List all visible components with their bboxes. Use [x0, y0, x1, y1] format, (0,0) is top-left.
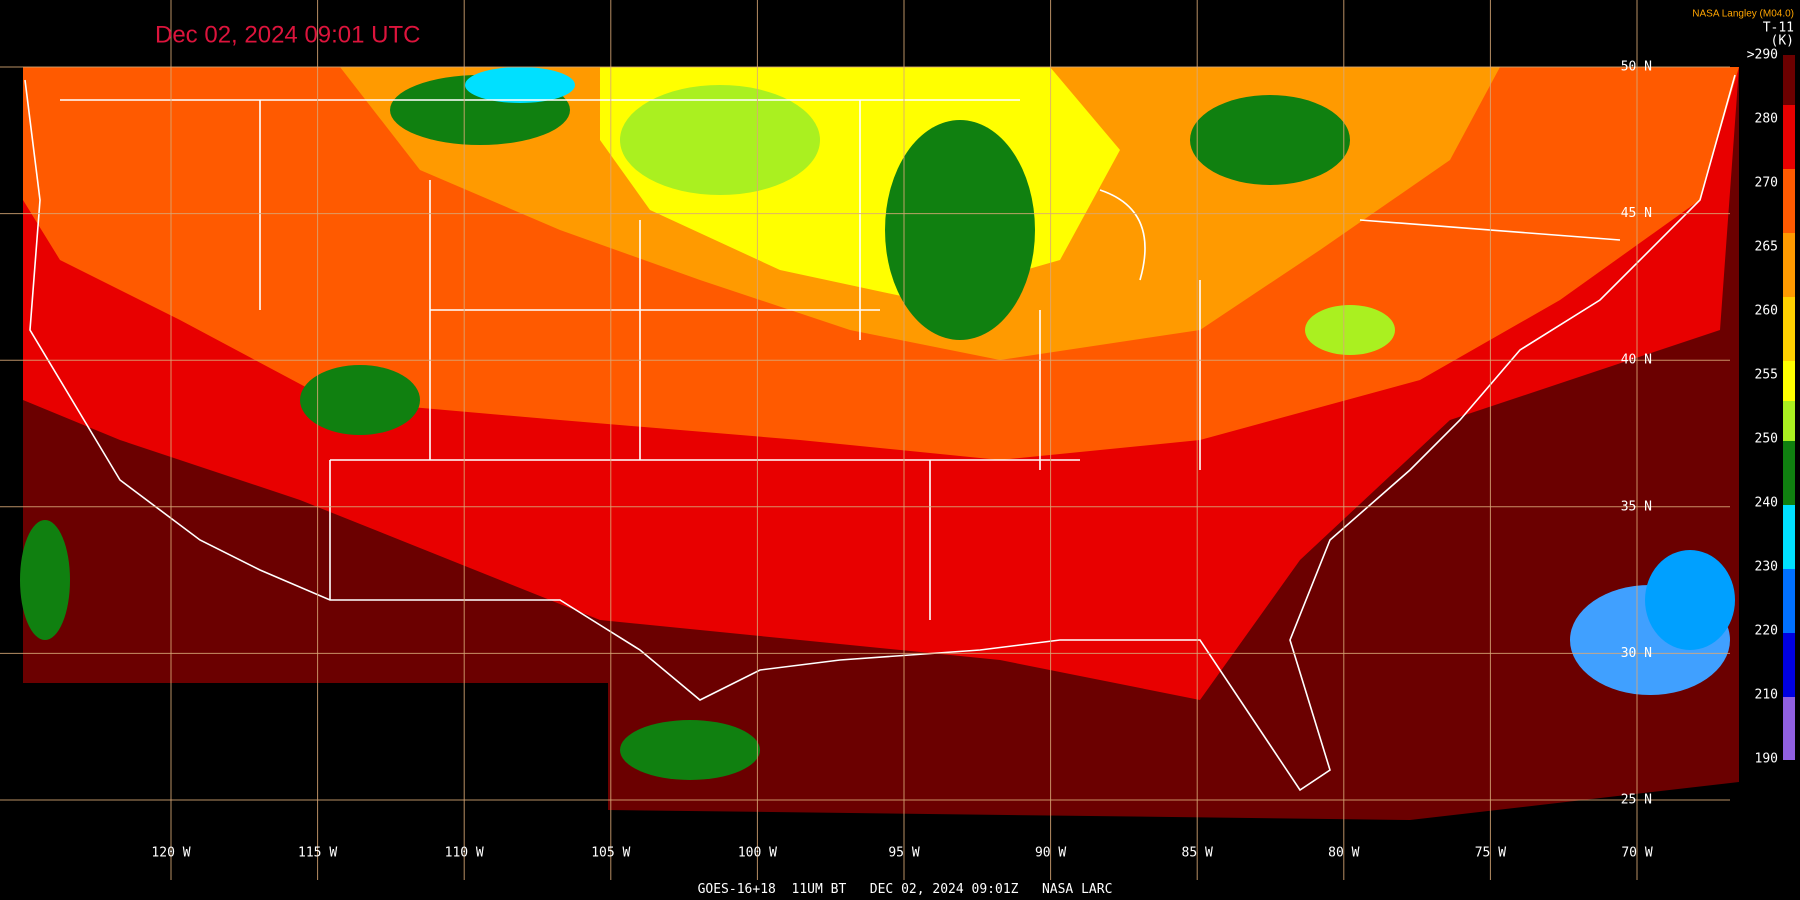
longitude-label: 80 W: [1328, 846, 1359, 861]
latitude-label: 40 N: [1621, 353, 1652, 368]
colorbar-segment: [1783, 633, 1795, 697]
map-title: Dec 02, 2024 09:01 UTC: [155, 21, 421, 48]
imagery: [20, 67, 1739, 820]
coastline: [24, 74, 1736, 792]
imagery-blob: [885, 120, 1035, 340]
latitude-label: 35 N: [1621, 499, 1652, 514]
imagery-blob: [1190, 95, 1350, 185]
colorbar-label: 265: [1755, 240, 1778, 255]
colorbar-label: 210: [1755, 688, 1778, 703]
longitude-label: 70 W: [1621, 846, 1652, 861]
longitude-label: 100 W: [738, 846, 777, 861]
latitude-label: 25 N: [1621, 793, 1652, 808]
footer: GOES-16+18 11UM BT DEC 02, 2024 09:01Z N…: [698, 882, 1113, 897]
colorbar: >290 280 270 265 260 255 250 240 230 220 210 190: [1747, 48, 1795, 767]
colorbar-label: 250: [1755, 432, 1778, 447]
colorbar-label: 230: [1755, 560, 1778, 575]
latitude-label: 45 N: [1621, 206, 1652, 221]
colorbar-segment: [1783, 55, 1795, 105]
colorbar-segment: [1783, 233, 1795, 297]
colorbar-label: 270: [1755, 176, 1778, 191]
colorbar-label: 220: [1755, 624, 1778, 639]
imagery-blob: [620, 85, 820, 195]
longitude-label: 85 W: [1182, 846, 1213, 861]
longitude-label: 105 W: [591, 846, 630, 861]
colorbar-label: >290: [1747, 48, 1778, 63]
longitude-label: 115 W: [298, 846, 337, 861]
colorbar-unit: (K): [1771, 34, 1794, 49]
imagery-blob: [1645, 550, 1735, 650]
colorbar-segment: [1783, 105, 1795, 169]
colorbar-segment: [1783, 697, 1795, 760]
imagery-blob: [465, 67, 575, 103]
imagery-blob: [300, 365, 420, 435]
longitude-label: 110 W: [445, 846, 484, 861]
longitude-label: 75 W: [1475, 846, 1506, 861]
credit: NASA Langley (M04.0): [1692, 9, 1794, 20]
colorbar-label: 255: [1755, 368, 1778, 383]
latitude-label: 50 N: [1621, 60, 1652, 75]
colorbar-label: 240: [1755, 496, 1778, 511]
colorbar-segment: [1783, 505, 1795, 569]
colorbar-label: 260: [1755, 304, 1778, 319]
colorbar-segment: [1783, 169, 1795, 233]
colorbar-label: 280: [1755, 112, 1778, 127]
colorbar-segment: [1783, 401, 1795, 441]
colorbar-segment: [1783, 569, 1795, 633]
graticule: 120 W 115 W 110 W 105 W 100 W 95 W 90 W 85 W 80 …: [0, 0, 1730, 880]
longitude-label: 95 W: [888, 846, 919, 861]
imagery-blob: [20, 520, 70, 640]
imagery-blob: [1305, 305, 1395, 355]
colorbar-segment: [1783, 361, 1795, 401]
colorbar-label: 190: [1755, 752, 1778, 767]
latitude-label: 30 N: [1621, 646, 1652, 661]
colorbar-title: T-11: [1763, 21, 1794, 36]
colorbar-segment: [1783, 297, 1795, 361]
longitude-label: 120 W: [151, 846, 190, 861]
longitude-label: 90 W: [1035, 846, 1066, 861]
colorbar-segment: [1783, 441, 1795, 505]
imagery-blob: [620, 720, 760, 780]
